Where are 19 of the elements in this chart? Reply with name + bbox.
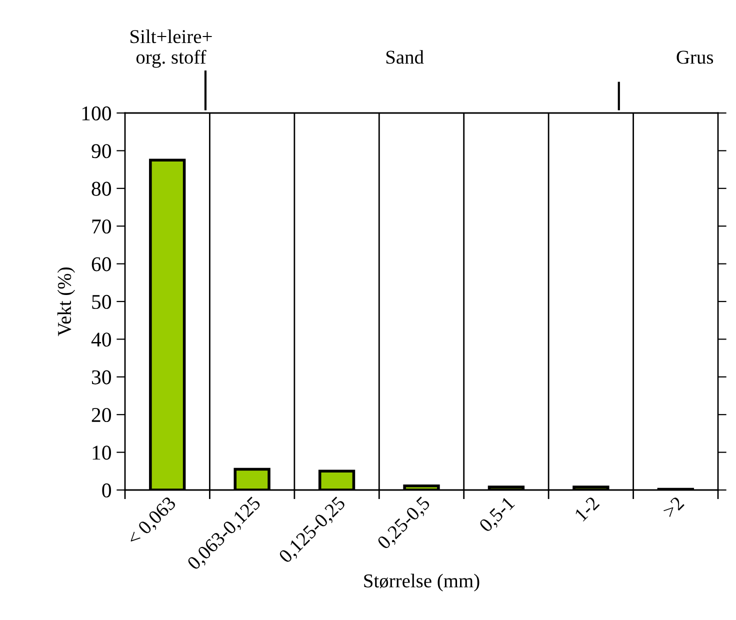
y-axis-title: Vekt (%) [57, 268, 75, 336]
y-tick-label: 90 [92, 144, 112, 158]
text: Sand [386, 50, 424, 64]
y-tick-label: 60 [92, 257, 112, 272]
y-tick-label: 80 [92, 182, 112, 196]
y-tick-label: 10 [92, 446, 112, 460]
text: Silt+leire+ org. stoff [130, 30, 212, 68]
x-tick-label: >2 [662, 496, 684, 518]
y-tick-label: 0 [102, 483, 112, 498]
y-tick-label: 100 [82, 106, 112, 120]
y-tick-label: 30 [92, 370, 112, 384]
y-tick-label: 20 [92, 408, 112, 422]
y-tick-label: 40 [91, 332, 112, 347]
x-axis-title: Størrelse (mm) [364, 574, 480, 592]
x-tick-label: 1-2 [574, 496, 600, 522]
y-tick-label: 50 [92, 294, 112, 309]
y-tick-label: 70 [92, 219, 112, 234]
text: Grus [676, 50, 714, 64]
x-tick-label: 0,5-1 [478, 496, 518, 535]
